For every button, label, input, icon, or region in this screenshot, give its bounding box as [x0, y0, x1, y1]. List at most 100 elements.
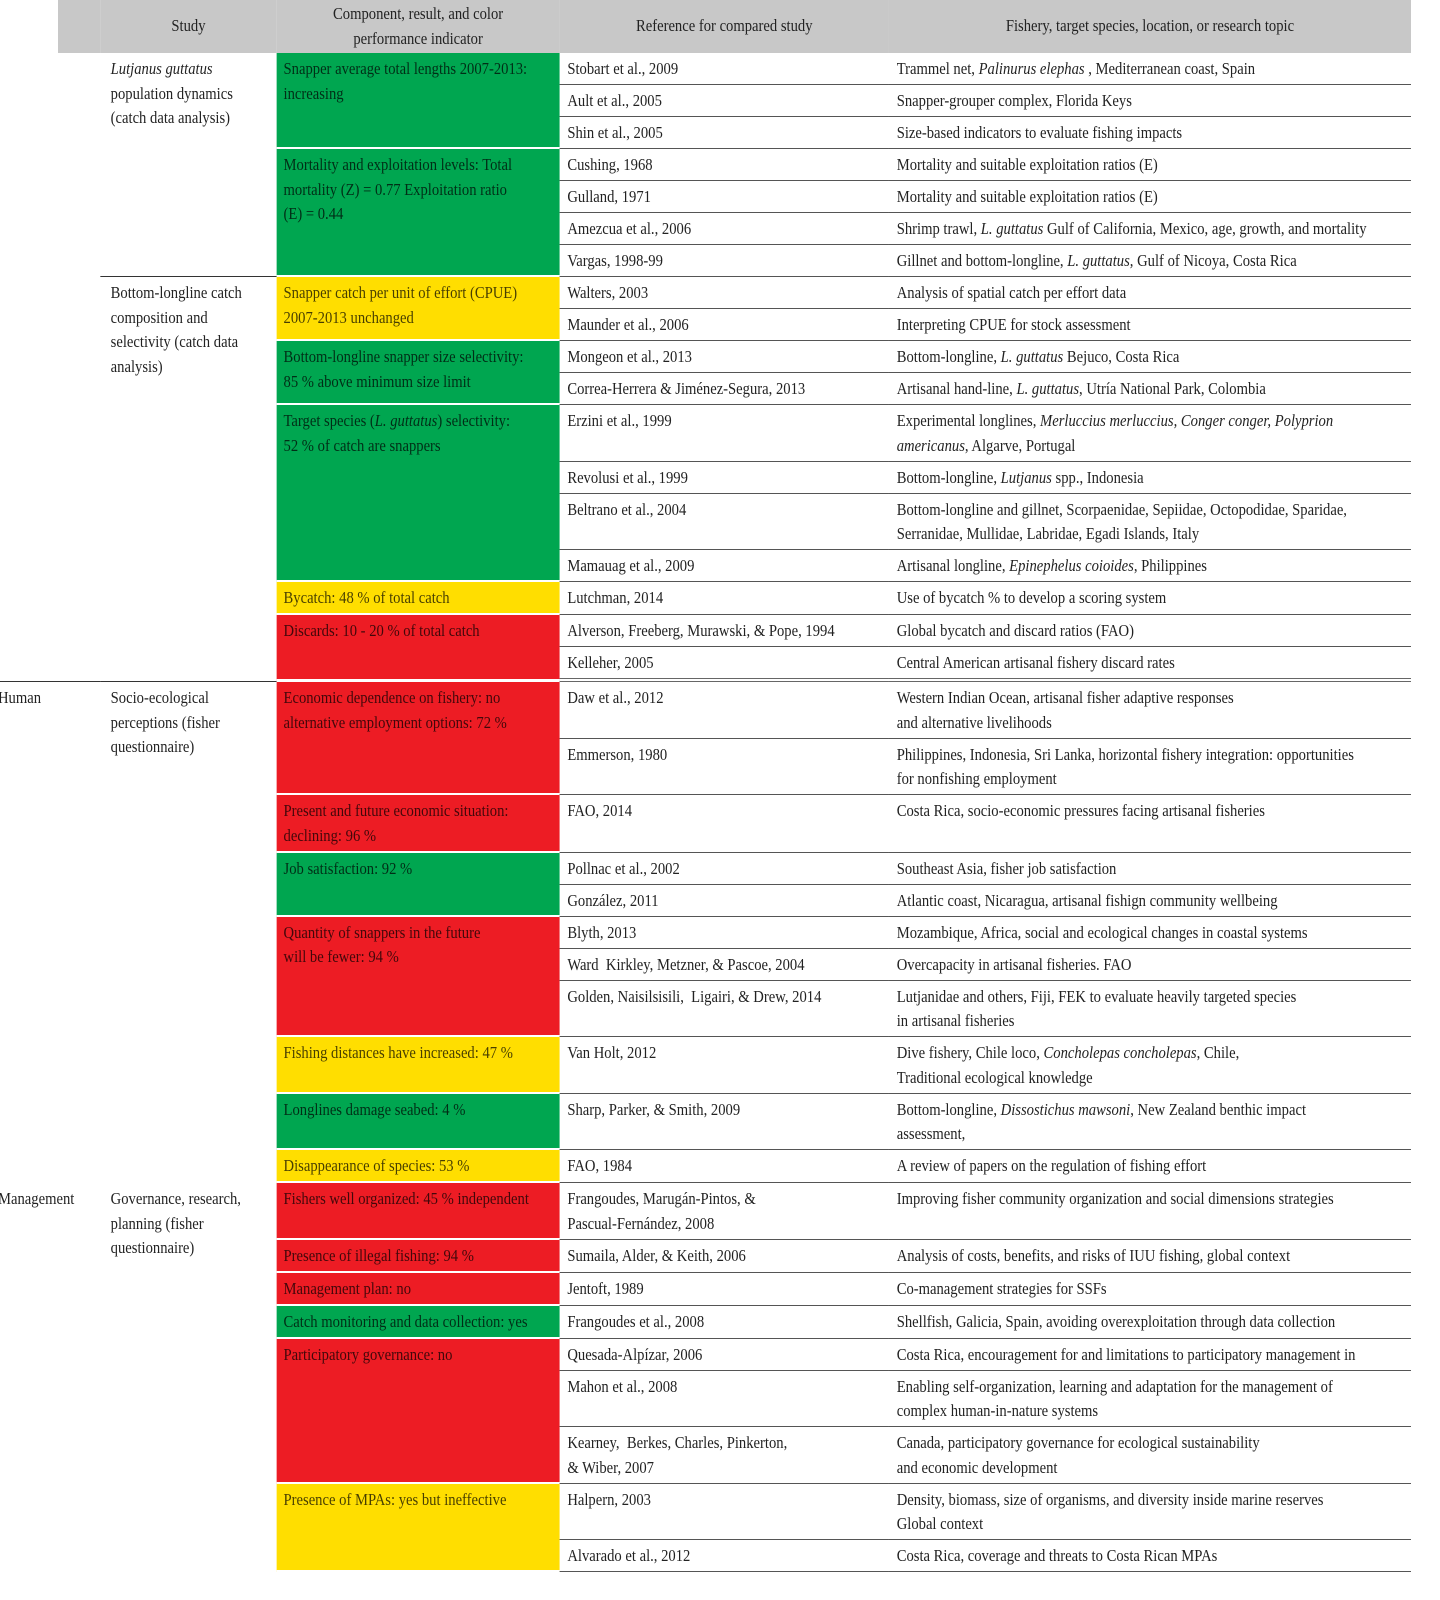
table-row: Present and future economic situation: d…	[0, 795, 1411, 853]
indicator-cell-green: Snapper average total lengths 2007-2013:…	[276, 53, 560, 149]
topic-cell: Costa Rica, coverage and threats to Cost…	[888, 1540, 1411, 1572]
text-segment: Trammel net,	[896, 59, 979, 78]
text-segment: Overcapacity in artisanal fisheries. FAO	[896, 954, 1132, 974]
topic-cell: Costa Rica, encouragement for and limita…	[888, 1339, 1411, 1371]
table-row: Kelleher, 2005 Central American artisanal…	[0, 647, 1411, 682]
topic-cell: Interpreting CPUE for stock assessment	[888, 309, 1411, 341]
reference-cell: Revolusi et al., 1999	[559, 462, 889, 494]
text-segment: Bejuco, Costa Rica	[1063, 347, 1180, 366]
reference-cell: Ault et al., 2005	[559, 85, 889, 117]
topic-cell: Use of bycatch % to develop a scoring sy…	[888, 582, 1411, 615]
topic-cell: Philippines, Indonesia, Sri Lanka, horiz…	[888, 739, 1411, 795]
text-segment: Analysis of spatial catch per effort dat…	[896, 283, 1127, 302]
text-segment: Management plan: no	[283, 1278, 412, 1298]
reference-cell: Sharp, Parker, & Smith, 2009	[559, 1094, 889, 1150]
topic-cell: Enabling self-organization, learning and…	[888, 1371, 1411, 1427]
table-row: Amezcua et al., 2006 Shrimp trawl, L. gut…	[0, 213, 1411, 245]
table-row: Job satisfaction: 92 % Pollnac et al., 20…	[0, 852, 1411, 917]
topic-cell: Mortality and suitable exploitation rati…	[888, 181, 1411, 213]
topic-cell: Density, biomass, size of organisms, and…	[888, 1484, 1411, 1540]
topic-cell: Bottom-longline, L. guttatus Bejuco, Cos…	[888, 341, 1411, 373]
topic-cell: Analysis of spatial catch per effort dat…	[888, 277, 1411, 309]
reference-cell: Emmerson, 1980	[559, 739, 889, 795]
reference-cell: Kelleher, 2005	[559, 647, 889, 682]
topic-cell: Mozambique, Africa, social and ecologica…	[888, 917, 1411, 949]
topic-cell: Analysis of costs, benefits, and risks o…	[888, 1240, 1411, 1273]
topic-cell: A review of papers on the regulation of …	[888, 1150, 1411, 1183]
table-row: Mamauag et al., 2009 Artisanal longline, …	[0, 550, 1411, 582]
reference-cell: González, 2011	[559, 885, 889, 917]
topic-cell: Gillnet and bottom-longline, L. guttatus…	[888, 245, 1411, 277]
text-segment: A review of papers on the regulation of …	[896, 1156, 1207, 1175]
text-segment: Snapper average total lengths 2007-2013:…	[283, 59, 528, 103]
header-component: Component, result, and color performance…	[276, 0, 560, 53]
text-segment: Artisanal hand-line,	[896, 379, 1017, 398]
text-segment: Bottom-longline,	[896, 347, 1001, 366]
italic-segment: L. guttatus	[1000, 347, 1064, 366]
text-segment: Use of bycatch % to develop a scoring sy…	[896, 588, 1167, 607]
italic-segment: L. guttatus,	[1067, 251, 1134, 270]
topic-cell: Bottom-longline, Dissostichus mawsoni, N…	[888, 1094, 1411, 1150]
table-row: Kearney, Berkes, Charles, Pinkerton, & W…	[0, 1427, 1411, 1484]
text-segment: Catch monitoring and data collection: ye…	[283, 1311, 528, 1331]
text-segment: Socio-ecological perceptions (fisher que…	[110, 688, 220, 756]
topic-cell: Shrimp trawl, L. guttatus Gulf of Califo…	[888, 213, 1411, 245]
reference-cell: Jentoft, 1989	[559, 1273, 889, 1306]
reference-cell: Alverson, Freeberg, Murawski, & Pope, 19…	[559, 615, 889, 647]
reference-cell: Blyth, 2013	[559, 917, 889, 949]
reference-cell: Frangoudes et al., 2008	[559, 1306, 889, 1339]
table-row: Catch monitoring and data collection: ye…	[0, 1305, 1411, 1339]
topic-cell: Mortality and suitable exploitation rati…	[888, 149, 1411, 181]
table-row: Disappearance of species: 53 % FAO, 1984 A…	[0, 1150, 1411, 1183]
text-segment: Fishers well organized: 45 % independent	[283, 1189, 529, 1208]
table-row: Presence of illegal fishing: 94 % Sumaila…	[0, 1239, 1411, 1273]
text-segment: Mortality and exploitation levels: Total…	[283, 155, 513, 223]
text-segment: Gulf of Nicoya, Costa Rica	[1133, 251, 1297, 270]
italic-segment: Dissostichus mawsoni	[1000, 1099, 1131, 1119]
indicator-cell-green: Mortality and exploitation levels: Total…	[276, 149, 560, 277]
table-row: Participatory governance: no Quesada-Alpí…	[0, 1338, 1411, 1484]
topic-cell: Costa Rica, socio-economic pressures fac…	[888, 795, 1411, 853]
reference-cell: Beltrano et al., 2004	[559, 494, 889, 550]
italic-segment: Lutjanus guttatus	[110, 59, 213, 78]
study-cell: Lutjanus guttatus population dynamics (c…	[100, 53, 277, 277]
reference-cell: FAO, 2014	[559, 795, 889, 853]
text-segment: Economic dependence on fishery: no alter…	[283, 688, 507, 732]
text-segment: Job satisfaction: 92 %	[283, 858, 413, 878]
indicator-cell-red: Participatory governance: no	[276, 1338, 560, 1484]
reference-cell: FAO, 1984	[559, 1150, 889, 1183]
reference-cell: Vargas, 1998-99	[559, 245, 889, 277]
topic-cell: Artisanal hand-line, L. guttatus, Utría …	[888, 373, 1411, 405]
study-cell: Socio-ecological perceptions (fisher que…	[100, 682, 276, 1183]
text-segment: Present and future economic situation: d…	[283, 801, 509, 845]
text-segment: Costa Rica, encouragement for and limita…	[896, 1344, 1356, 1364]
text-segment: spp., Indonesia	[1051, 467, 1144, 487]
text-segment: Atlantic coast, Nicaragua, artisanal fis…	[896, 890, 1278, 910]
reference-cell: Stobart et al., 2009	[559, 53, 889, 85]
table-row: Bottom-longline snapper size selectivity…	[0, 341, 1411, 405]
indicator-cell-green: Longlines damage seabed: 4 %	[276, 1093, 560, 1150]
reference-cell: Pollnac et al., 2002	[559, 853, 889, 885]
header-study: Study	[100, 0, 277, 53]
text-segment: Bycatch: 48 % of total catch	[283, 588, 450, 607]
text-segment: Experimental longlines,	[896, 411, 1041, 430]
text-segment: Mozambique, Africa, social and ecologica…	[896, 922, 1308, 942]
text-segment: Target species (	[283, 411, 375, 430]
text-segment: Disappearance of species: 53 %	[283, 1156, 470, 1175]
text-segment: , Utría National Park, Colombia	[1079, 379, 1266, 398]
text-segment: Size-based indicators to evaluate fishin…	[896, 123, 1183, 142]
indicator-cell-yellow: Snapper catch per unit of effort (CPUE) …	[276, 277, 560, 341]
topic-cell: Experimental longlines, Merluccius merlu…	[888, 405, 1411, 462]
text-segment: Improving fisher community organization …	[896, 1189, 1334, 1208]
text-segment: Fishing distances have increased: 47 %	[283, 1043, 513, 1062]
indicator-cell-yellow: Fishing distances have increased: 47 %	[276, 1037, 560, 1094]
document-page: System Study Component, result, and colo…	[0, 0, 1411, 1572]
system-cell	[0, 53, 100, 277]
italic-segment: Merluccius merluccius, Conger conger, Po…	[896, 411, 1334, 455]
indicator-cell-red: Economic dependence on fishery: no alter…	[276, 682, 560, 795]
text-segment: Bottom-longline and gillnet, Scorpaenida…	[896, 499, 1347, 544]
indicator-cell-green: Catch monitoring and data collection: ye…	[276, 1305, 560, 1339]
indicator-cell-red: Discards: 10 - 20 % of total catch	[276, 615, 560, 682]
italic-segment: L. guttatus	[980, 219, 1044, 238]
text-segment: population dynamics (catch data analysis…	[110, 83, 233, 128]
